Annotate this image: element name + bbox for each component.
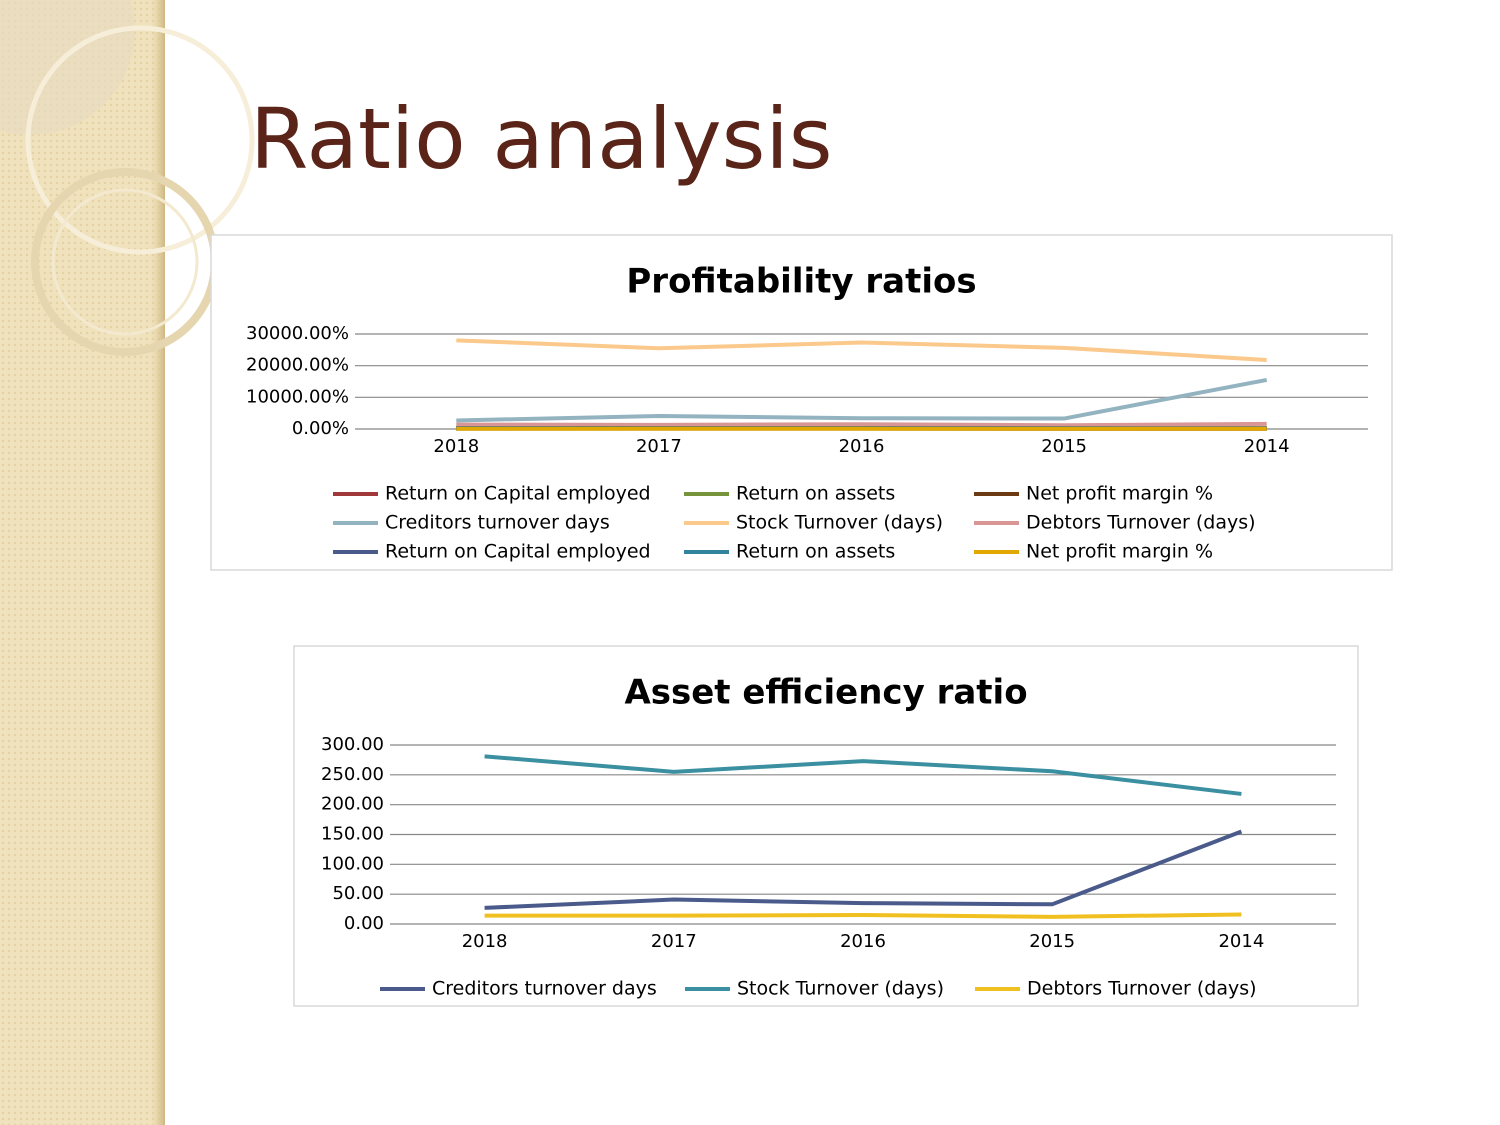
x-tick-label: 2015 — [1029, 931, 1075, 952]
x-tick-label: 2017 — [651, 931, 697, 952]
y-tick-label: 100.00 — [321, 853, 384, 874]
legend-label: Creditors turnover days — [385, 512, 610, 534]
chart-frame — [293, 645, 1359, 1007]
y-tick-label: 150.00 — [321, 824, 384, 845]
x-tick-label: 2014 — [1218, 931, 1264, 952]
y-tick-label: 0.00 — [344, 913, 384, 934]
x-tick-label: 2015 — [1041, 436, 1087, 457]
slide-title: Ratio analysis — [250, 90, 832, 188]
legend-label: Stock Turnover (days) — [736, 512, 943, 534]
chart-title: Profitability ratios — [626, 262, 976, 302]
legend-label: Debtors Turnover (days) — [1026, 512, 1256, 534]
x-tick-label: 2017 — [636, 436, 682, 457]
legend-label: Net profit margin % — [1026, 541, 1213, 563]
x-tick-label: 2016 — [840, 931, 886, 952]
chart-title: Asset efficiency ratio — [624, 673, 1027, 713]
legend-label: Return on Capital employed — [385, 483, 651, 505]
legend-label: Return on assets — [736, 541, 895, 563]
side-decoration — [0, 0, 255, 1125]
legend-label: Debtors Turnover (days) — [1027, 978, 1257, 1000]
y-tick-label: 200.00 — [321, 794, 384, 815]
x-tick-label: 2016 — [839, 436, 885, 457]
series-line — [484, 912, 1242, 919]
series-line — [456, 377, 1268, 423]
y-tick-label: 0.00% — [292, 418, 349, 439]
y-tick-label: 20000.00% — [246, 355, 349, 376]
x-tick-label: 2018 — [462, 931, 508, 952]
y-tick-label: 300.00 — [321, 734, 384, 755]
y-tick-label: 30000.00% — [246, 323, 349, 344]
x-tick-label: 2014 — [1244, 436, 1290, 457]
chart-frame — [210, 234, 1393, 571]
x-tick-label: 2018 — [433, 436, 479, 457]
y-tick-label: 10000.00% — [246, 386, 349, 407]
series-line — [456, 338, 1267, 362]
legend-label: Stock Turnover (days) — [737, 978, 944, 1000]
series-line — [456, 421, 1267, 428]
legend-label: Net profit margin % — [1026, 483, 1213, 505]
y-tick-label: 250.00 — [321, 764, 384, 785]
legend-label: Return on assets — [736, 483, 895, 505]
series-line — [484, 754, 1242, 796]
series-line — [484, 829, 1243, 910]
legend-label: Return on Capital employed — [385, 541, 651, 563]
y-tick-label: 50.00 — [332, 883, 384, 904]
legend-label: Creditors turnover days — [432, 978, 657, 1000]
